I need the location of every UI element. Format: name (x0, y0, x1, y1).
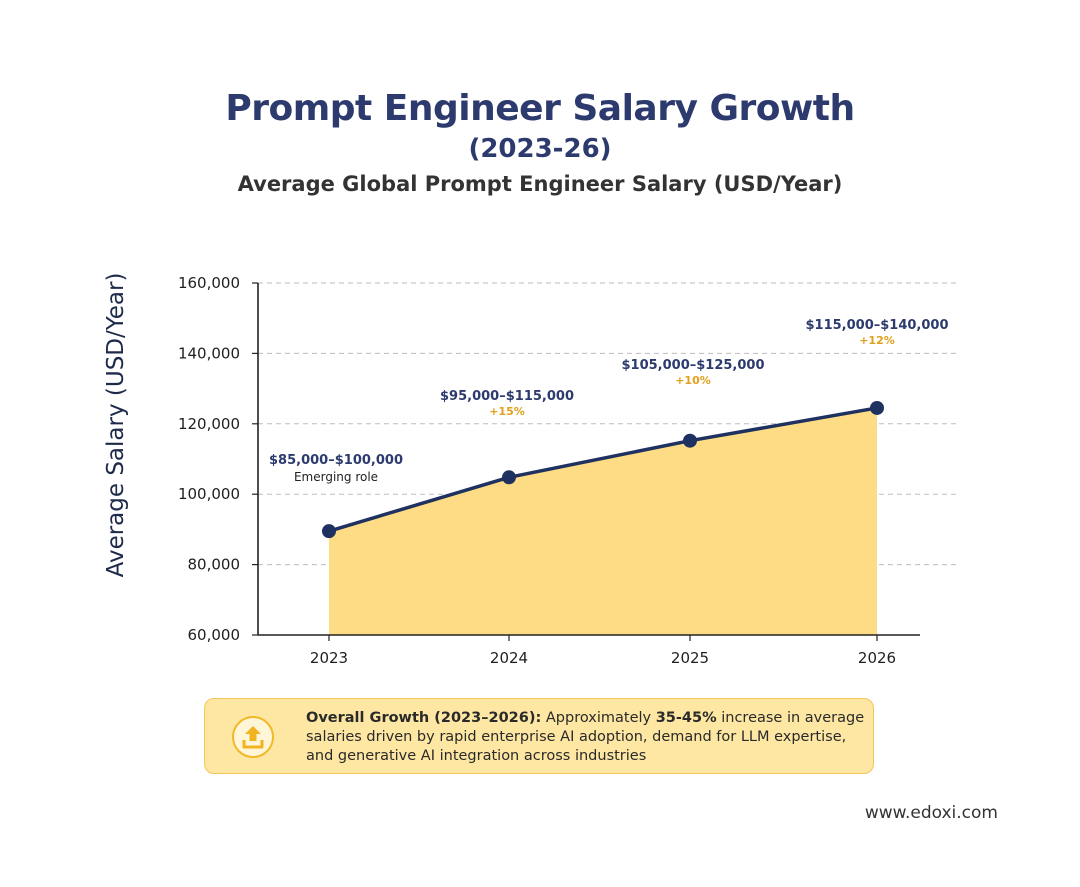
y-tick-label: 120,000 (178, 415, 240, 433)
callout-text: Overall Growth (2023–2026): Approximatel… (306, 709, 866, 766)
chart-title-years: (2023-26) (468, 134, 612, 164)
annotation-range: $85,000–$100,000 (269, 453, 403, 468)
annotation-range: $95,000–$115,000 (440, 389, 574, 404)
y-tick-label: 60,000 (188, 626, 241, 644)
data-point (683, 433, 697, 448)
y-tick-label: 100,000 (178, 485, 240, 503)
x-tick-label: 2026 (858, 649, 896, 667)
callout-text-after: increase in average salaries driven by r… (306, 710, 865, 764)
annotation-range: $105,000–$125,000 (621, 358, 764, 373)
area-fill (329, 407, 877, 635)
callout-text-before: Approximately (541, 710, 656, 726)
y-tick-label: 160,000 (178, 274, 240, 292)
annotation-note: +15% (489, 405, 525, 418)
chart-subtitle: Average Global Prompt Engineer Salary (U… (237, 172, 843, 196)
data-point (322, 524, 336, 539)
y-tick-label: 140,000 (178, 344, 240, 362)
annotation-note: Emerging role (294, 470, 378, 484)
callout-highlight: 35-45% (655, 710, 717, 726)
annotation-range: $115,000–$140,000 (805, 318, 948, 333)
data-point (502, 470, 516, 485)
x-tick-label: 2023 (310, 649, 348, 667)
x-tick-label: 2025 (671, 649, 709, 667)
y-tick-label: 80,000 (188, 556, 241, 574)
annotation-note: +10% (675, 374, 711, 387)
overall-growth-callout: Overall Growth (2023–2026): Approximatel… (204, 698, 874, 774)
series-line (328, 406, 878, 533)
website-footer[interactable]: www.edoxi.com (864, 803, 998, 823)
x-tick-label: 2024 (490, 649, 528, 667)
y-axis-label: Average Salary (USD/Year) (103, 272, 129, 578)
upload-arrow-icon (232, 716, 274, 758)
data-point (870, 400, 884, 415)
annotation-note: +12% (859, 334, 895, 347)
salary-chart: 60,000 80,000 100,000 120,000 140,000 160,000… (178, 274, 960, 667)
chart-title: Prompt Engineer Salary Growth (225, 88, 855, 129)
callout-lead: Overall Growth (2023–2026): (306, 710, 542, 726)
